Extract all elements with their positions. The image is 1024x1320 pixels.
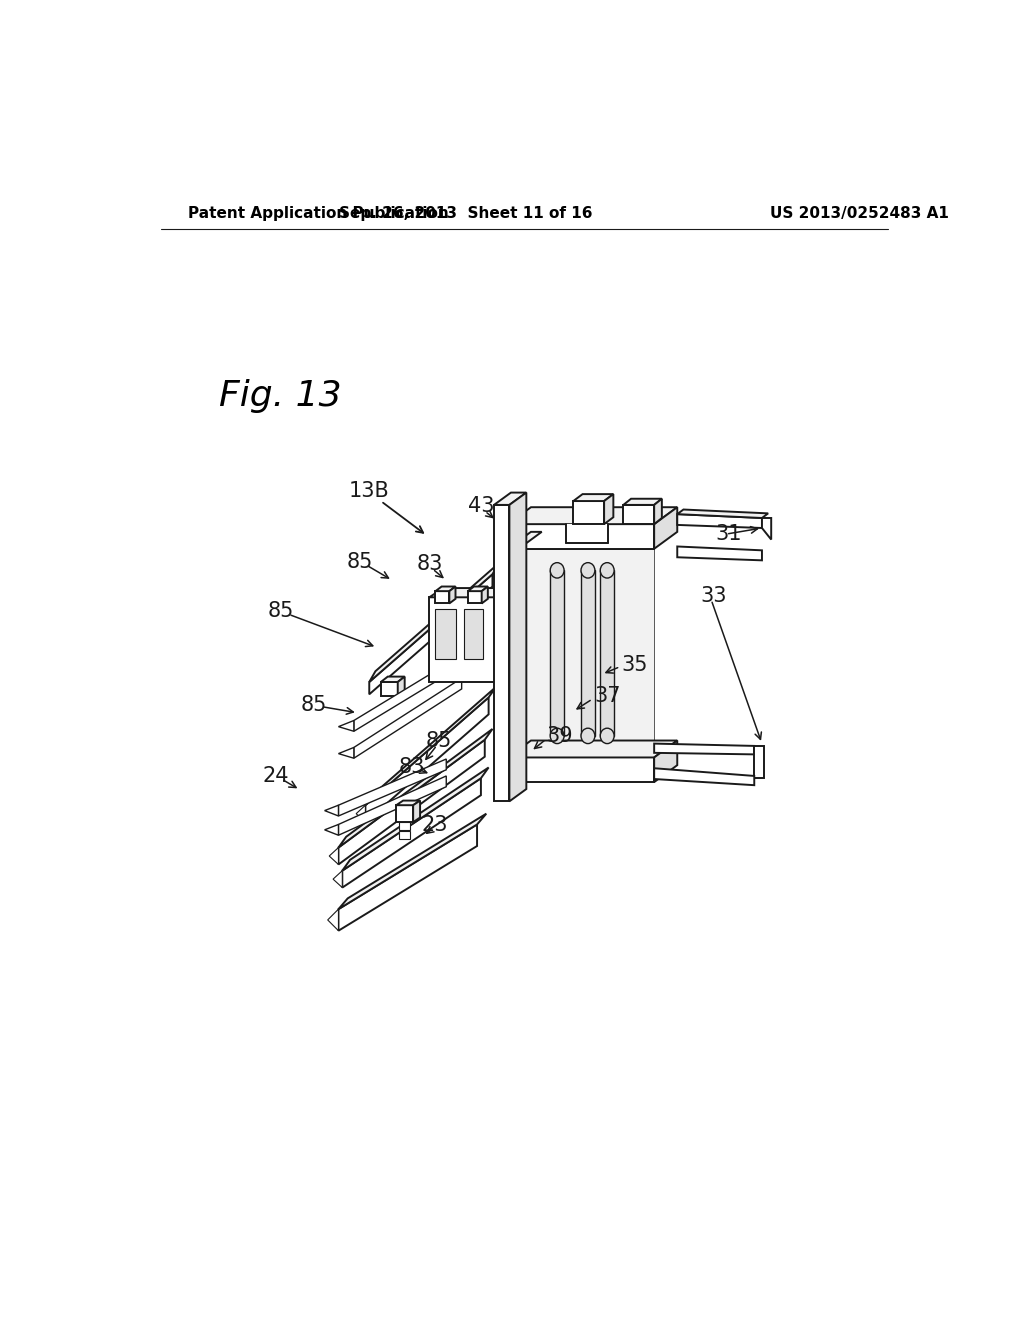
Polygon shape [339,721,354,731]
Polygon shape [508,524,654,549]
Text: 23: 23 [422,816,447,836]
Polygon shape [354,655,462,731]
Polygon shape [339,729,493,847]
Polygon shape [573,502,604,524]
Polygon shape [550,570,564,737]
Polygon shape [508,507,677,524]
Polygon shape [413,800,420,822]
Ellipse shape [600,729,614,743]
Polygon shape [435,591,450,603]
Polygon shape [325,805,339,816]
Polygon shape [330,847,339,865]
Polygon shape [370,574,493,694]
Text: 85: 85 [347,552,373,572]
Ellipse shape [600,562,614,578]
Polygon shape [381,677,404,682]
Polygon shape [508,532,542,549]
Text: Patent Application Publication: Patent Application Publication [188,206,450,222]
Polygon shape [565,524,608,544]
Polygon shape [354,678,462,758]
Text: 83: 83 [398,756,425,776]
Text: 31: 31 [716,524,742,544]
Text: 43: 43 [468,496,495,516]
Text: US 2013/0252483 A1: US 2013/0252483 A1 [770,206,948,222]
Polygon shape [600,570,614,737]
Text: 85: 85 [267,601,294,622]
Polygon shape [450,586,456,603]
Polygon shape [435,586,456,591]
Polygon shape [508,741,677,758]
Polygon shape [396,800,420,805]
Polygon shape [342,779,481,887]
Polygon shape [573,494,613,502]
Text: 39: 39 [547,726,573,746]
Polygon shape [370,564,499,682]
Polygon shape [429,589,512,597]
Polygon shape [508,758,654,781]
Polygon shape [333,871,342,887]
Polygon shape [356,805,366,822]
Polygon shape [468,591,481,603]
Polygon shape [654,743,755,755]
Ellipse shape [550,562,564,578]
Text: 83: 83 [416,554,442,574]
Polygon shape [654,507,677,549]
Polygon shape [499,589,512,682]
Polygon shape [494,492,526,506]
Polygon shape [339,739,484,865]
Polygon shape [381,682,397,696]
Polygon shape [325,825,339,836]
Polygon shape [397,677,404,696]
Polygon shape [366,697,488,822]
Polygon shape [677,510,768,517]
Text: 35: 35 [622,655,648,675]
Polygon shape [468,586,487,591]
Polygon shape [396,805,413,822]
Polygon shape [581,570,595,737]
Polygon shape [339,759,446,816]
Polygon shape [435,609,457,659]
Polygon shape [654,499,662,524]
Polygon shape [399,822,410,830]
Polygon shape [366,686,497,805]
Text: 37: 37 [594,686,621,706]
Polygon shape [494,506,509,801]
Text: 33: 33 [700,586,727,606]
Polygon shape [755,746,764,779]
Polygon shape [654,741,677,781]
Polygon shape [481,586,487,603]
Polygon shape [509,492,526,801]
Polygon shape [429,597,499,682]
Polygon shape [342,767,488,871]
Polygon shape [604,494,613,524]
Polygon shape [339,747,354,758]
Polygon shape [339,776,446,836]
Polygon shape [339,825,477,931]
Polygon shape [339,813,486,909]
Text: Sep. 26, 2013  Sheet 11 of 16: Sep. 26, 2013 Sheet 11 of 16 [339,206,592,222]
Text: 13B: 13B [349,480,390,502]
Text: 24: 24 [262,766,289,785]
Polygon shape [508,549,518,758]
Text: 85: 85 [301,696,327,715]
Polygon shape [624,506,654,524]
Polygon shape [399,832,410,840]
Polygon shape [328,909,339,931]
Text: 85: 85 [425,731,452,751]
Ellipse shape [581,562,595,578]
Polygon shape [762,517,771,540]
Polygon shape [464,609,483,659]
Text: Fig. 13: Fig. 13 [219,379,342,413]
Polygon shape [654,768,755,785]
Polygon shape [677,546,762,560]
Polygon shape [518,549,654,758]
Polygon shape [624,499,662,506]
Ellipse shape [581,729,595,743]
Polygon shape [677,515,762,528]
Ellipse shape [550,729,564,743]
